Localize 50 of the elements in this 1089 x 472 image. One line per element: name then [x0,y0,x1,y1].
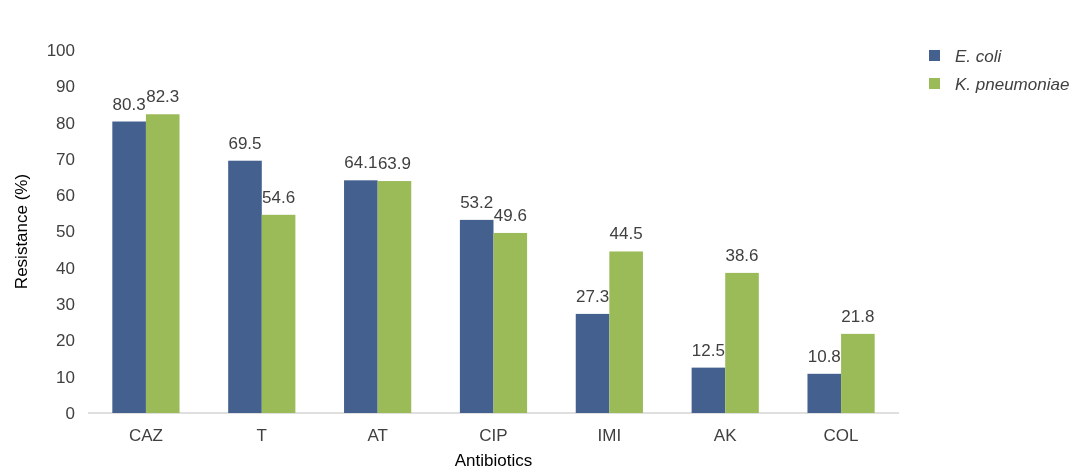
legend-label: K. pneumoniae [955,74,1070,94]
bar [691,367,726,413]
bar [228,160,262,413]
bar [344,180,378,413]
y-tick-label: 50 [56,222,75,242]
data-label: 69.5 [228,133,262,153]
bar [377,181,412,413]
data-label: 12.5 [691,340,725,360]
y-tick-label: 40 [56,258,75,278]
data-label: 38.6 [725,245,759,265]
x-tick-label: AK [713,426,738,445]
x-tick-label: T [256,426,267,445]
data-label: 44.5 [609,224,643,244]
bar [609,251,643,413]
y-tick-label: 20 [56,331,75,351]
bar [145,114,180,413]
x-tick-label: AT [367,426,388,445]
bar [261,214,296,413]
x-tick-label: COL [823,426,859,445]
y-tick-label: 100 [46,40,75,60]
data-label: 63.9 [377,154,411,174]
y-tick-label: 90 [56,77,75,97]
legend-label: E. coli [955,46,1003,66]
data-label: 54.6 [262,187,296,207]
data-label: 10.8 [807,346,841,366]
data-label: 64.1 [344,153,378,173]
x-axis-title: Antibiotics [454,451,533,470]
y-axis-title: Resistance (%) [12,173,31,290]
y-tick-label: 80 [56,113,75,133]
bar [459,219,494,413]
bar [493,232,528,413]
bar [112,121,146,413]
x-tick-label: CAZ [128,426,163,445]
data-label: 27.3 [576,286,610,306]
data-label: 80.3 [112,94,146,114]
y-tick-label: 0 [65,403,75,423]
y-tick-label: 30 [56,295,75,315]
bar [807,373,842,413]
data-label: 49.6 [493,205,527,225]
bar [575,313,610,413]
y-tick-label: 60 [56,186,75,206]
data-label: 82.3 [146,87,180,107]
bar [725,272,759,413]
y-tick-label: 10 [56,367,75,387]
bar [841,333,875,413]
data-label: 21.8 [841,306,875,326]
y-tick-label: 70 [56,149,75,169]
x-tick-label: CIP [479,426,508,445]
data-label: 53.2 [460,192,494,212]
x-tick-label: IMI [597,426,622,445]
